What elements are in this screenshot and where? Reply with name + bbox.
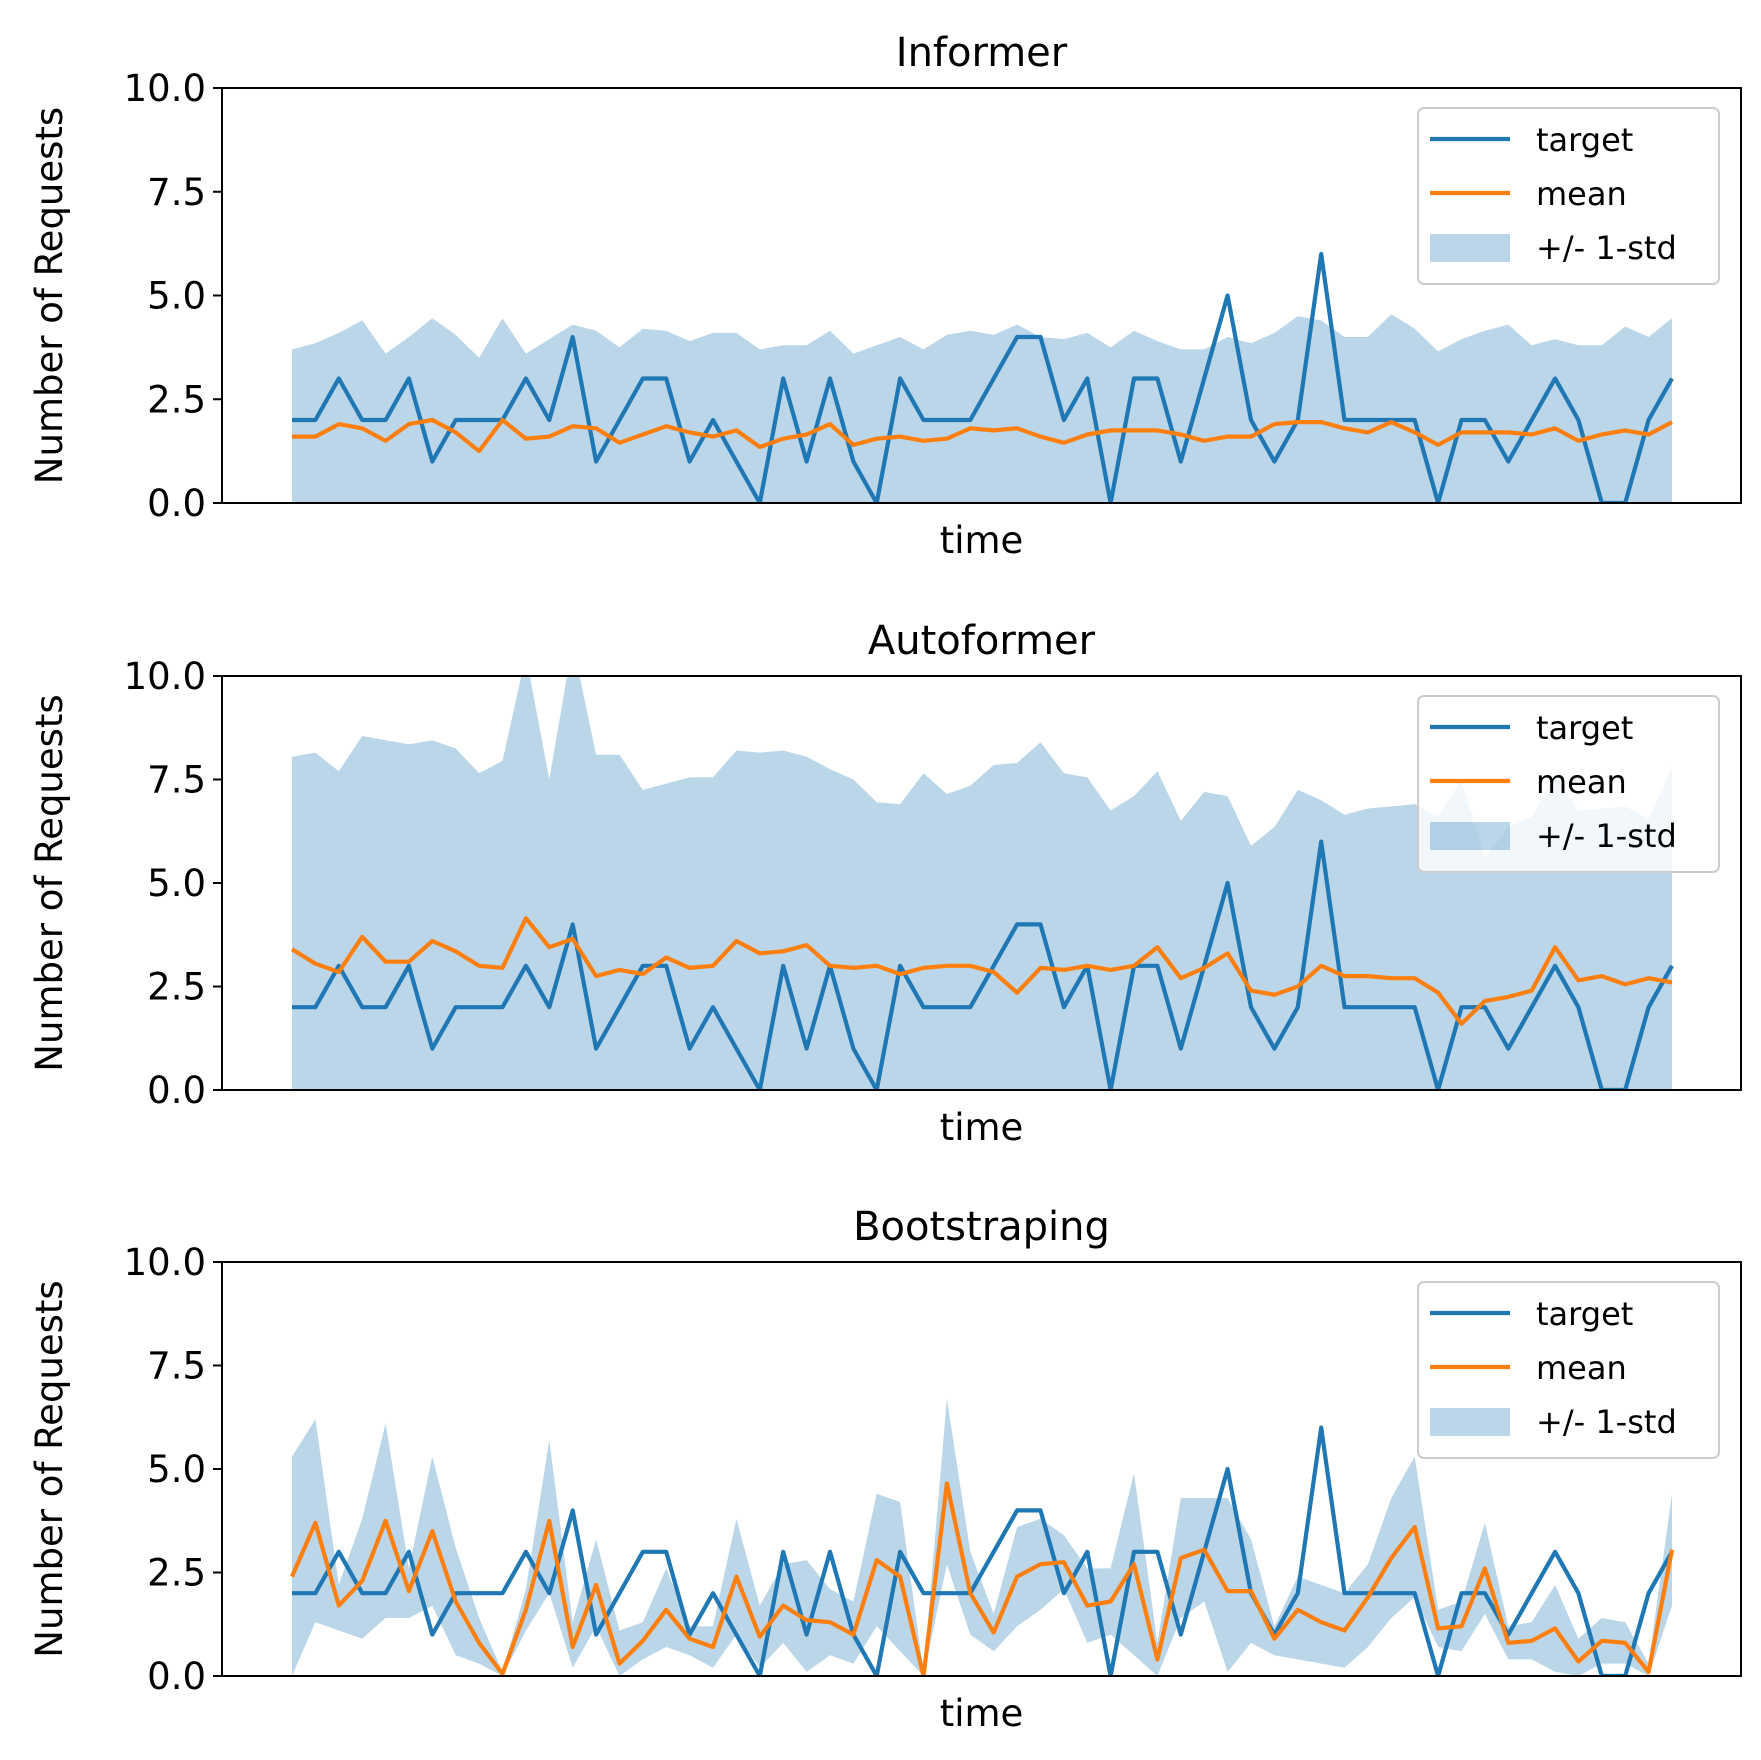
y-tick-label: 0.0 [147,1069,206,1112]
x-axis-label: time [940,1106,1024,1149]
target-line [292,251,1674,503]
x-axis-label: time [940,519,1024,562]
y-axis-label: Number of Requests [28,694,71,1071]
std-band [292,314,1672,503]
mean-line [290,1481,1675,1676]
legend-label: target [1536,1295,1633,1333]
y-tick-label: 10.0 [124,67,206,110]
y-tick-label: 7.5 [147,171,206,214]
y-tick-label: 2.5 [147,1552,206,1595]
y-tick-label: 5.0 [147,275,206,318]
y-tick-label: 0.0 [147,1655,206,1698]
legend-box [1417,1281,1720,1459]
panel-informer: 0.0 2.5 5.0 7.5 10.0 Informer time Number of Re… [28,30,1742,562]
legend-band-swatch [1430,1408,1510,1436]
y-tick-label: 10.0 [124,1241,206,1284]
legend-label: target [1536,709,1633,747]
legend-box [1417,107,1720,285]
std-band [292,676,1672,1090]
legend-label: +/- 1-std [1536,1403,1677,1441]
legend-box [1417,695,1720,873]
panel-autoformer: 0.0 2.5 5.0 7.5 10.0 Autoformer time Number of … [28,618,1742,1149]
panel-bootstraping: 0.0 2.5 5.0 7.5 10.0 Bootstraping time Number o… [28,1204,1742,1735]
legend-label: mean [1536,175,1627,213]
y-tick-label: 7.5 [147,759,206,802]
legend: target mean +/- 1-std [1417,695,1720,873]
legend-band-swatch [1430,234,1510,262]
chart-title: Autoformer [868,618,1096,664]
legend-band-swatch [1430,822,1510,850]
chart-title: Bootstraping [853,1204,1110,1250]
legend-label: mean [1536,763,1627,801]
std-band [292,1398,1672,1676]
plot-area [290,1398,1675,1676]
y-tick-label: 5.0 [147,1448,206,1491]
legend-label: target [1536,121,1633,159]
y-tick-label: 2.5 [147,378,206,421]
y-tick-label: 5.0 [147,862,206,905]
y-tick-label: 7.5 [147,1345,206,1388]
mean-line [290,916,1673,1026]
y-tick-label: 10.0 [124,655,206,698]
legend-label: +/- 1-std [1536,229,1677,267]
y-axis-label: Number of Requests [28,1280,71,1657]
chart-title: Informer [896,30,1068,76]
legend-label: +/- 1-std [1536,817,1677,855]
legend: target mean +/- 1-std [1417,1281,1720,1459]
target-line [292,1425,1674,1676]
y-tick-label: 2.5 [147,966,206,1009]
legend-label: mean [1536,1349,1627,1387]
x-axis-label: time [940,1692,1024,1735]
y-axis-label: Number of Requests [28,107,71,484]
plot-area [290,676,1674,1090]
target-line [292,839,1674,1090]
plot-area [292,251,1674,503]
y-tick-label: 0.0 [147,482,206,525]
mean-line [292,417,1673,454]
legend: target mean +/- 1-std [1417,107,1720,285]
